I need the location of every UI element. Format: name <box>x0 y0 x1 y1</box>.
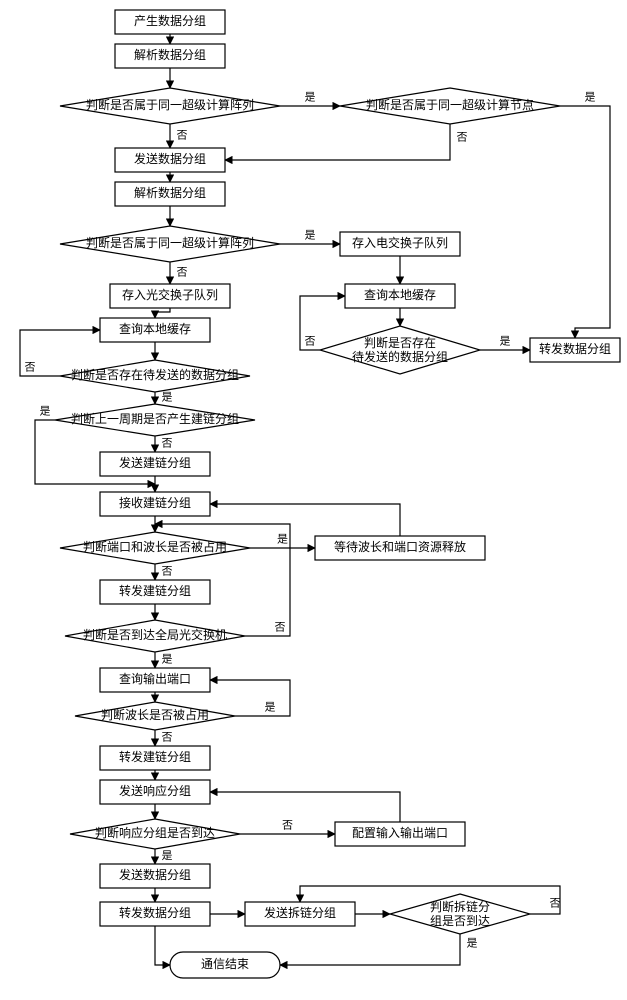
svg-text:否: 否 <box>177 130 188 142</box>
svg-text:判断是否存在: 判断是否存在 <box>364 335 436 350</box>
svg-text:判断拆链分: 判断拆链分 <box>430 899 490 914</box>
svg-text:判断波长是否被占用: 判断波长是否被占用 <box>101 707 209 722</box>
svg-text:组是否到达: 组是否到达 <box>430 914 490 928</box>
svg-text:是: 是 <box>162 653 173 666</box>
svg-text:是: 是 <box>277 533 288 546</box>
svg-text:待发送的数据分组: 待发送的数据分组 <box>352 349 448 364</box>
svg-text:是: 是 <box>305 229 316 242</box>
svg-text:配置输入输出端口: 配置输入输出端口 <box>352 825 448 840</box>
svg-text:转发建链分组: 转发建链分组 <box>119 583 191 598</box>
svg-text:判断端口和波长是否被占用: 判断端口和波长是否被占用 <box>83 539 227 554</box>
svg-text:查询本地缓存: 查询本地缓存 <box>119 322 191 336</box>
svg-text:解析数据分组: 解析数据分组 <box>134 185 206 200</box>
flowchart-canvas: 产生数据分组解析数据分组判断是否属于同一超级计算阵列判断是否属于同一超级计算节点… <box>0 0 627 1000</box>
svg-text:是: 是 <box>162 849 173 862</box>
svg-text:否: 否 <box>162 438 173 450</box>
svg-text:否: 否 <box>275 622 286 634</box>
edge-labels-layer: 否否是否否是否是是否是是是否否是是否是否是否 <box>25 91 596 950</box>
svg-text:存入光交换子队列: 存入光交换子队列 <box>122 287 218 302</box>
svg-text:发送拆链分组: 发送拆链分组 <box>264 905 336 920</box>
svg-text:发送建链分组: 发送建链分组 <box>119 455 191 470</box>
svg-text:否: 否 <box>457 132 468 144</box>
svg-text:是: 是 <box>467 937 478 950</box>
svg-text:判断是否属于同一超级计算阵列: 判断是否属于同一超级计算阵列 <box>86 235 254 250</box>
svg-text:发送数据分组: 发送数据分组 <box>119 867 191 882</box>
svg-text:否: 否 <box>162 566 173 578</box>
svg-text:存入电交换子队列: 存入电交换子队列 <box>352 235 448 250</box>
svg-text:判断是否到达全局光交换机: 判断是否到达全局光交换机 <box>83 627 227 642</box>
svg-text:通信结束: 通信结束 <box>201 957 249 971</box>
svg-text:转发数据分组: 转发数据分组 <box>539 341 611 356</box>
svg-text:发送数据分组: 发送数据分组 <box>134 151 206 166</box>
svg-text:产生数据分组: 产生数据分组 <box>134 13 206 28</box>
svg-text:否: 否 <box>177 267 188 279</box>
svg-text:否: 否 <box>162 732 173 744</box>
nodes-layer: 产生数据分组解析数据分组判断是否属于同一超级计算阵列判断是否属于同一超级计算节点… <box>55 10 620 978</box>
svg-text:是: 是 <box>585 91 596 104</box>
svg-text:接收建链分组: 接收建链分组 <box>119 495 191 510</box>
svg-text:否: 否 <box>25 362 36 374</box>
svg-text:查询本地缓存: 查询本地缓存 <box>364 288 436 302</box>
svg-text:发送响应分组: 发送响应分组 <box>119 783 191 798</box>
svg-text:判断是否存在待发送的数据分组: 判断是否存在待发送的数据分组 <box>71 367 239 382</box>
svg-text:判断是否属于同一超级计算节点: 判断是否属于同一超级计算节点 <box>366 97 534 112</box>
svg-text:等待波长和端口资源释放: 等待波长和端口资源释放 <box>334 539 466 554</box>
svg-text:转发建链分组: 转发建链分组 <box>119 749 191 764</box>
svg-text:判断响应分组是否到达: 判断响应分组是否到达 <box>95 825 215 840</box>
svg-text:否: 否 <box>550 898 561 910</box>
svg-text:否: 否 <box>282 820 293 832</box>
svg-text:解析数据分组: 解析数据分组 <box>134 47 206 62</box>
svg-text:是: 是 <box>500 335 511 348</box>
svg-text:判断是否属于同一超级计算阵列: 判断是否属于同一超级计算阵列 <box>86 97 254 112</box>
svg-text:是: 是 <box>162 391 173 404</box>
svg-text:判断上一周期是否产生建链分组: 判断上一周期是否产生建链分组 <box>71 411 239 426</box>
svg-text:转发数据分组: 转发数据分组 <box>119 905 191 920</box>
svg-text:否: 否 <box>305 336 316 348</box>
svg-text:是: 是 <box>40 405 51 418</box>
svg-text:查询输出端口: 查询输出端口 <box>119 671 191 686</box>
svg-text:是: 是 <box>305 91 316 104</box>
svg-text:是: 是 <box>265 701 276 714</box>
